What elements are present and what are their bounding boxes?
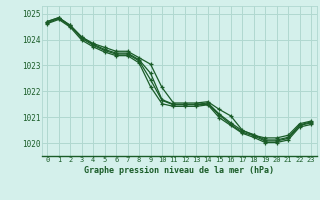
X-axis label: Graphe pression niveau de la mer (hPa): Graphe pression niveau de la mer (hPa) xyxy=(84,166,274,175)
